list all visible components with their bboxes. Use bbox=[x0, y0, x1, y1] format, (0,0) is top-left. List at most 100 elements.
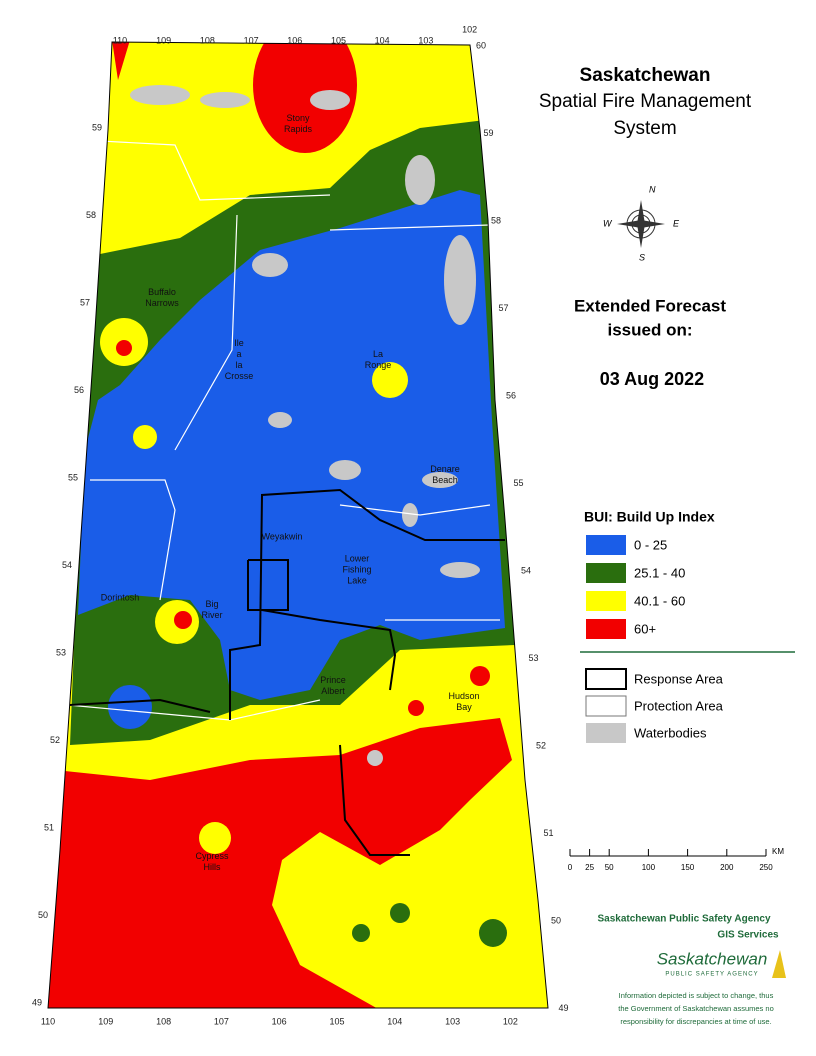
latitude-label: 56 bbox=[506, 390, 516, 400]
place-label: Bay bbox=[456, 702, 472, 712]
latitude-label: 52 bbox=[50, 735, 60, 745]
place-label: Buffalo bbox=[148, 287, 176, 297]
zone bbox=[253, 42, 357, 153]
waterbody-swatch bbox=[586, 723, 626, 743]
zone bbox=[133, 425, 157, 449]
forecast-date: 03 Aug 2022 bbox=[600, 369, 704, 389]
scale-label: 250 bbox=[759, 863, 773, 872]
latitude-label: 55 bbox=[68, 472, 78, 482]
scale-label: 200 bbox=[720, 863, 734, 872]
logo-mark bbox=[772, 950, 786, 978]
disclaimer: the Government of Saskatchewan assumes n… bbox=[618, 1004, 774, 1013]
longitude-label: 105 bbox=[331, 35, 346, 45]
response-areas bbox=[69, 488, 505, 856]
graticule-labels: 110 110 109 109 108 108 107 107 106 106 105 105 104 1… bbox=[32, 24, 569, 1026]
latitude-label: 49 bbox=[559, 1003, 569, 1013]
place-labels: StonyRapidsBuffaloNarrowsIlealaCrosseLaR… bbox=[101, 113, 480, 872]
zone bbox=[408, 700, 424, 716]
longitude-label: 108 bbox=[200, 35, 215, 45]
zone bbox=[479, 919, 507, 947]
subtitle: Spatial Fire Management bbox=[539, 91, 752, 112]
longitude-label: 106 bbox=[272, 1016, 287, 1026]
place-label: Beach bbox=[432, 475, 458, 485]
scale-bar: 0 25 50 100 150 200 250 KM bbox=[568, 847, 785, 872]
place-label: Crosse bbox=[225, 371, 254, 381]
zone bbox=[174, 611, 192, 629]
province-outline bbox=[47, 41, 549, 1009]
place-label: Ronge bbox=[365, 360, 392, 370]
latitude-label: 49 bbox=[32, 997, 42, 1007]
subtitle: System bbox=[613, 118, 676, 139]
legend-label: 25.1 - 40 bbox=[634, 565, 685, 580]
response-swatch bbox=[585, 668, 627, 690]
place-label: Big bbox=[205, 599, 218, 609]
zone bbox=[116, 340, 132, 356]
zone bbox=[199, 822, 231, 854]
legend-swatch bbox=[586, 563, 626, 583]
latitude-label: 53 bbox=[529, 653, 539, 663]
layer-label: Waterbodies bbox=[634, 725, 707, 740]
latitude-label: 51 bbox=[44, 822, 54, 832]
agency: Saskatchewan Public Safety Agency bbox=[597, 914, 770, 925]
place-label: Dorintosh bbox=[101, 592, 140, 602]
gis-unit: GIS Services bbox=[717, 930, 779, 941]
scale-label: 50 bbox=[605, 863, 614, 872]
protection-swatch bbox=[585, 695, 627, 717]
longitude-label: 103 bbox=[445, 1016, 460, 1026]
zone bbox=[352, 924, 370, 942]
place-label: Hills bbox=[204, 862, 221, 872]
longitude-label: 102 bbox=[503, 1016, 518, 1026]
longitude-label: 106 bbox=[287, 35, 302, 45]
latitude-label: 59 bbox=[484, 128, 494, 138]
place-label: Cypress bbox=[195, 851, 229, 861]
zone bbox=[372, 362, 408, 398]
longitude-label: 109 bbox=[98, 1016, 113, 1026]
place-label: Hudson bbox=[448, 691, 479, 701]
legend-label: 0 - 25 bbox=[634, 537, 667, 552]
latitude-label: 51 bbox=[544, 828, 554, 838]
legend-swatch bbox=[586, 619, 626, 639]
place-label: Lake bbox=[347, 575, 367, 585]
latitude-label: 58 bbox=[491, 215, 501, 225]
compass-s: S bbox=[639, 252, 645, 262]
latitude-label: 58 bbox=[86, 210, 96, 220]
latitude-label: 50 bbox=[38, 910, 48, 920]
place-label: Rapids bbox=[284, 124, 313, 134]
place-label: Narrows bbox=[145, 298, 179, 308]
logo-sub: PUBLIC SAFETY AGENCY bbox=[665, 972, 758, 978]
legend-label: 60+ bbox=[634, 621, 656, 636]
legend-title: BUI: Build Up Index bbox=[584, 509, 715, 525]
place-label: Fishing bbox=[342, 564, 371, 574]
forecast-label: issued on: bbox=[607, 320, 692, 339]
latitude-label: 57 bbox=[499, 303, 509, 313]
place-label: River bbox=[201, 610, 222, 620]
place-label: Lower bbox=[345, 553, 370, 563]
longitude-label: 110 bbox=[41, 1016, 55, 1026]
latitude-label: 57 bbox=[80, 297, 90, 307]
place-label: la bbox=[235, 360, 242, 370]
place-label: Prince bbox=[320, 675, 346, 685]
longitude-label: 107 bbox=[214, 1016, 229, 1026]
latitude-label: 59 bbox=[92, 122, 102, 132]
place-label: La bbox=[373, 349, 383, 359]
legend-label: 40.1 - 60 bbox=[634, 593, 685, 608]
place-label: Albert bbox=[321, 686, 345, 696]
latitude-label: 55 bbox=[514, 478, 524, 488]
zone bbox=[78, 190, 505, 700]
place-label: a bbox=[236, 349, 241, 359]
zone bbox=[48, 718, 512, 1008]
longitude-label: 105 bbox=[329, 1016, 344, 1026]
latitude-label: 52 bbox=[536, 740, 546, 750]
legend-swatch bbox=[586, 535, 626, 555]
legend-swatch bbox=[586, 591, 626, 611]
longitude-label: 107 bbox=[244, 35, 259, 45]
longitude-label: 102 bbox=[462, 24, 477, 34]
place-label: Weyakwin bbox=[262, 531, 303, 541]
latitude-label: 54 bbox=[62, 560, 72, 570]
waterbodies bbox=[130, 85, 480, 766]
latitude-label: 50 bbox=[551, 915, 561, 925]
longitude-label: 104 bbox=[387, 1016, 402, 1026]
